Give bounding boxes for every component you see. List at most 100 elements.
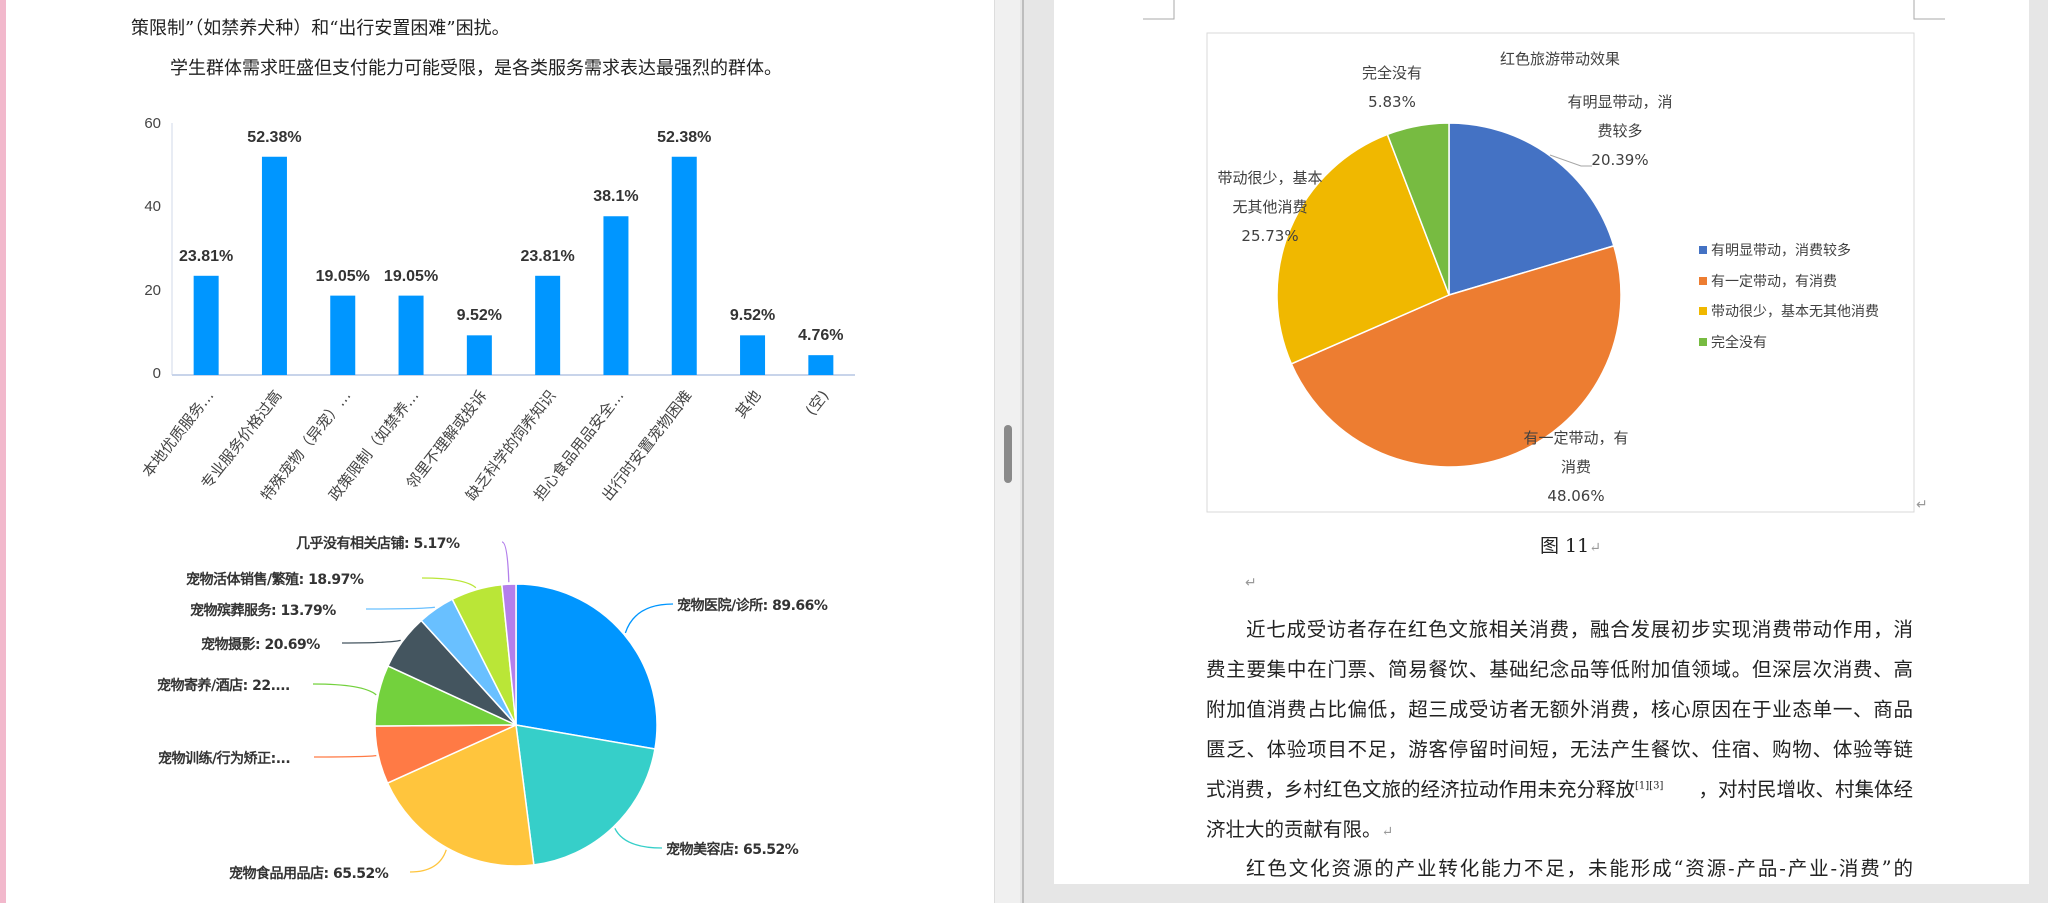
bar-data-label: 23.81% bbox=[520, 247, 575, 265]
pie-data-label: 带动很少，基本 无其他消费 25.73% bbox=[1217, 164, 1322, 251]
return-mark: ↵ bbox=[1245, 575, 1257, 591]
scrollbar-thumb[interactable] bbox=[1004, 425, 1012, 483]
pie-slice bbox=[1276, 133, 1450, 365]
data-label-line: 完全没有 bbox=[1361, 64, 1423, 82]
bar-data-label: 4.76% bbox=[798, 327, 844, 345]
pie-leader-line bbox=[409, 849, 447, 873]
pie-leader-line bbox=[313, 754, 377, 758]
legend-label: 带动很少，基本无其他消费 bbox=[1711, 304, 1879, 320]
pie-slice bbox=[1448, 122, 1615, 297]
pie-slice-label: 宠物食品用品店: 65.52% bbox=[229, 866, 389, 882]
bar-data-label: 19.05% bbox=[383, 267, 439, 285]
y-tick-label: 40 bbox=[144, 198, 161, 216]
legend-item[interactable]: 有一定带动，有消费 bbox=[1699, 271, 1837, 291]
data-label-line: 无其他消费 bbox=[1232, 198, 1308, 216]
bar bbox=[330, 295, 356, 375]
legend-swatch bbox=[1699, 337, 1707, 346]
bar-data-label: 9.52% bbox=[729, 307, 776, 325]
legend-item[interactable]: 完全没有 bbox=[1699, 332, 1767, 352]
return-mark: ↵ bbox=[1589, 540, 1601, 556]
bar-chart-plot bbox=[171, 123, 855, 376]
pie-leader-line bbox=[1549, 154, 1592, 167]
pie-slice bbox=[501, 583, 517, 726]
paragraph-line: 济壮大的贡献有限。↵ bbox=[1206, 813, 1913, 841]
data-label-line: 20.39% bbox=[1591, 151, 1649, 169]
text-run: 济壮大的贡献有限。 bbox=[1206, 818, 1382, 841]
pie-slice-label: 宠物摄影: 20.69% bbox=[201, 637, 320, 653]
pie-data-label: 完全没有 5.83% bbox=[1362, 59, 1422, 117]
data-label-line: 消费 bbox=[1560, 458, 1592, 476]
pie-leader-line bbox=[624, 603, 674, 634]
bar-data-label: 52.38% bbox=[657, 128, 712, 146]
pie-leader-line bbox=[312, 683, 377, 696]
chart-frame bbox=[1206, 32, 1915, 513]
pie-slice bbox=[386, 723, 535, 867]
legend-item[interactable]: 有明显带动，消费较多 bbox=[1699, 240, 1851, 260]
pie-data-label: 有明显带动，消 费较多 20.39% bbox=[1567, 88, 1672, 175]
data-label-line: 有一定带动，有 bbox=[1523, 429, 1629, 447]
y-tick-label: 20 bbox=[144, 281, 161, 299]
data-label-line: 有明显带动，消 bbox=[1567, 93, 1673, 111]
bar bbox=[535, 275, 561, 375]
chart-title: 红色旅游带动效果 bbox=[1499, 50, 1621, 68]
bar bbox=[193, 275, 219, 375]
legend-item[interactable]: 带动很少，基本无其他消费 bbox=[1699, 301, 1879, 321]
bar-data-label: 38.1% bbox=[593, 188, 639, 206]
legend-swatch bbox=[1699, 307, 1707, 315]
left-document-page: 策限制”（如禁养犬种）和“出行安置困难”困扰。 学生群体需求旺盛但支付能力可能受… bbox=[0, 0, 1000, 903]
data-label-line: 48.06% bbox=[1547, 487, 1605, 505]
text-run: ，对村民增收、村集体经 bbox=[1698, 778, 1913, 801]
data-label-line: 带动很少，基本 bbox=[1217, 169, 1323, 187]
pie-leader-line bbox=[341, 639, 401, 644]
data-label-line: 5.83% bbox=[1368, 93, 1416, 111]
pie-leader-line bbox=[501, 541, 510, 583]
pie-leader-line bbox=[365, 606, 435, 610]
pie-slice-label: 宠物活体销售/繁殖: 18.97% bbox=[186, 572, 364, 588]
right-document-page bbox=[1054, 0, 2029, 884]
paragraph-line: 附加值消费占比偏低，超三成受访者无额外消费，核心原因在于业态单一、商品 bbox=[1206, 698, 1913, 721]
bar-data-label: 19.05% bbox=[315, 267, 370, 285]
vertical-scrollbar[interactable] bbox=[994, 0, 1020, 903]
pie-slice bbox=[1290, 244, 1622, 468]
bar-data-label: 23.81% bbox=[179, 247, 234, 265]
bar bbox=[740, 335, 766, 375]
bar-data-label: 9.52% bbox=[456, 307, 503, 325]
caption-text: 图 11 bbox=[1540, 535, 1590, 557]
pie-slice-label: 几乎没有相关店铺: 5.17% bbox=[296, 536, 460, 552]
bar bbox=[603, 216, 629, 375]
paragraph-line: 费主要集中在门票、简易餐饮、基础纪念品等低附加值领域。但深层次消费、高 bbox=[1206, 658, 1913, 681]
text-run: 式消费，乡村红色文旅的经济拉动作用未充分释放 bbox=[1206, 778, 1636, 801]
bar-data-label: 52.38% bbox=[247, 128, 302, 146]
pie-slice-label: 宠物医院/诊所: 89.66% bbox=[677, 598, 828, 614]
pie-slice bbox=[515, 583, 658, 750]
pie-slice-label: 宠物训练/行为矫正:... bbox=[158, 751, 291, 767]
bar bbox=[808, 355, 834, 375]
paragraph-line: 式消费，乡村红色文旅的经济拉动作用未充分释放[1][3] ，对村民增收、村集体经 bbox=[1206, 773, 1913, 801]
bar bbox=[466, 335, 492, 375]
legend-swatch bbox=[1699, 276, 1707, 285]
body-text-line: 学生群体需求旺盛但支付能力可能受限，是各类服务需求表达最强烈的群体。 bbox=[170, 58, 782, 79]
citation[interactable]: [1][3] bbox=[1635, 780, 1664, 792]
return-mark: ↵ bbox=[1916, 497, 1928, 513]
legend-label: 有明显带动，消费较多 bbox=[1711, 243, 1851, 259]
data-label-line: 费较多 bbox=[1597, 122, 1643, 140]
paragraph-line: 匮乏、体验项目不足，游客停留时间短，无法产生餐饮、住宿、购物、体验等链 bbox=[1206, 738, 1913, 761]
page-corner-mark bbox=[1143, 0, 1175, 20]
pie-leader-line bbox=[421, 577, 477, 589]
pie-slice bbox=[515, 724, 656, 866]
pie-slice-label: 宠物殡葬服务: 13.79% bbox=[190, 603, 336, 619]
page-corner-mark bbox=[1913, 0, 1945, 20]
return-mark: ↵ bbox=[1381, 824, 1394, 840]
body-text-line: 策限制”（如禁养犬种）和“出行安置困难”困扰。 bbox=[131, 18, 510, 39]
legend-label: 完全没有 bbox=[1711, 334, 1767, 351]
figure-caption: 图 11↵ bbox=[1540, 531, 1601, 558]
legend-swatch bbox=[1699, 246, 1707, 254]
pet-services-pie-chart bbox=[312, 541, 674, 873]
data-label-line: 25.73% bbox=[1241, 227, 1299, 245]
legend-label: 有一定带动，有消费 bbox=[1711, 273, 1837, 290]
pie-slice-label: 宠物寄养/酒店: 22.... bbox=[157, 678, 290, 694]
bar bbox=[671, 156, 697, 375]
paragraph-line: 红色文化资源的产业转化能力不足，未能形成“资源-产品-产业-消费”的 bbox=[1246, 857, 1913, 880]
pie-leader-line bbox=[614, 828, 663, 849]
